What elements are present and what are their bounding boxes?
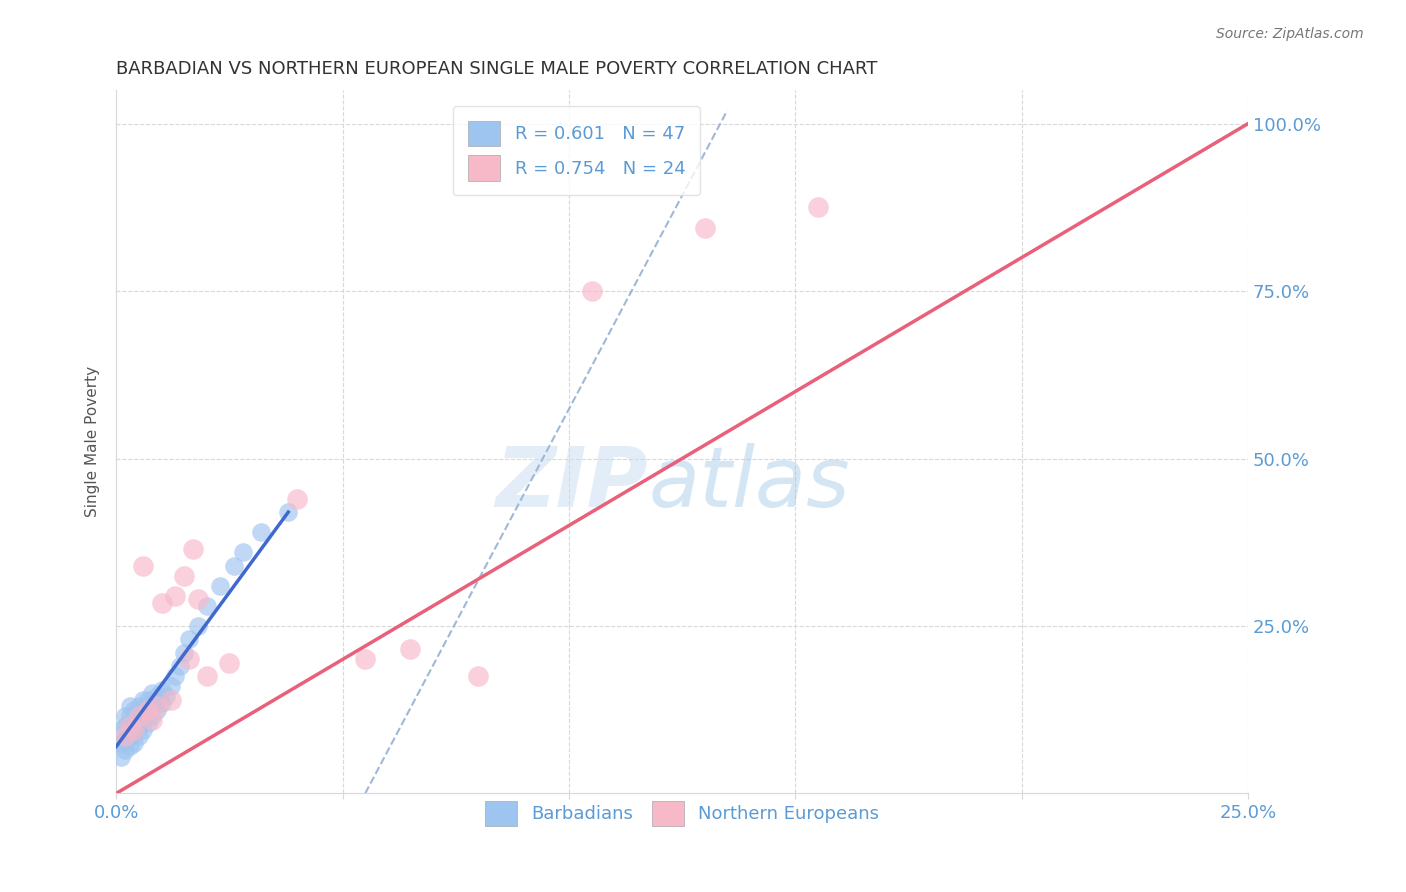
Point (187, 619, 209, 633)
Point (118, 699, 141, 714)
Point (128, 709, 150, 723)
Point (285, 491, 308, 506)
Point (277, 505, 299, 519)
Point (146, 703, 169, 717)
Point (807, 201, 830, 215)
Point (165, 669, 187, 683)
Point (110, 749, 132, 764)
Text: atlas: atlas (648, 443, 849, 524)
Point (467, 669, 489, 683)
Point (124, 713, 146, 727)
Point (114, 730, 136, 744)
Point (155, 690, 177, 704)
Point (173, 646, 195, 660)
Text: BARBADIAN VS NORTHERN EUROPEAN SINGLE MALE POVERTY CORRELATION CHART: BARBADIAN VS NORTHERN EUROPEAN SINGLE MA… (117, 60, 877, 78)
Point (136, 703, 159, 717)
Y-axis label: Single Male Poverty: Single Male Poverty (86, 367, 100, 517)
Point (181, 541, 204, 556)
Point (118, 709, 141, 723)
Point (399, 642, 422, 657)
Point (110, 723, 132, 737)
Point (141, 699, 163, 714)
Point (114, 719, 136, 733)
Point (218, 656, 240, 670)
Point (136, 706, 159, 720)
Point (177, 652, 200, 666)
Point (141, 686, 163, 700)
Point (136, 716, 159, 731)
Point (693, 220, 716, 235)
Text: ZIP: ZIP (495, 443, 648, 524)
Point (141, 709, 163, 723)
Point (150, 696, 173, 710)
Point (114, 709, 136, 723)
Point (195, 669, 218, 683)
Point (118, 730, 141, 744)
Point (222, 558, 245, 573)
Point (128, 709, 150, 723)
Point (232, 545, 254, 559)
Point (132, 692, 155, 706)
Point (118, 719, 141, 733)
Point (141, 713, 163, 727)
Point (132, 723, 155, 737)
Point (118, 719, 141, 733)
Point (150, 682, 173, 697)
Point (177, 632, 200, 647)
Point (110, 736, 132, 750)
Point (114, 743, 136, 757)
Point (354, 652, 377, 666)
Point (132, 713, 155, 727)
Point (159, 679, 181, 693)
Point (124, 723, 146, 737)
Point (136, 692, 159, 706)
Point (146, 699, 169, 714)
Point (132, 558, 155, 573)
Point (195, 599, 218, 613)
Point (128, 719, 150, 733)
Point (209, 579, 232, 593)
Point (187, 592, 209, 607)
Point (124, 703, 146, 717)
Text: Source: ZipAtlas.com: Source: ZipAtlas.com (1216, 27, 1364, 41)
Point (146, 690, 169, 704)
Point (124, 736, 146, 750)
Point (124, 726, 146, 740)
Point (165, 589, 187, 603)
Point (159, 692, 181, 706)
Point (581, 284, 603, 298)
Point (114, 732, 136, 747)
Point (128, 730, 150, 744)
Point (150, 595, 173, 609)
Point (132, 703, 155, 717)
Point (250, 525, 273, 540)
Point (169, 659, 191, 673)
Point (128, 699, 150, 714)
Point (118, 739, 141, 754)
Legend: Barbadians, Northern Europeans: Barbadians, Northern Europeans (478, 794, 887, 833)
Point (173, 568, 195, 582)
